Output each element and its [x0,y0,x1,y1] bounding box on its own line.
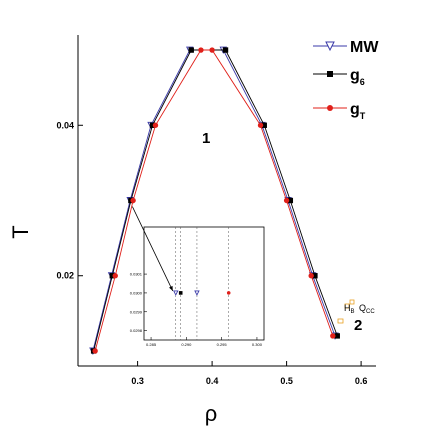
y-tick-label: 0.04 [56,120,74,130]
inset-data-point [226,291,231,295]
x-tick-label: 0.5 [280,376,293,386]
hb-label-sub: B [351,309,355,315]
data-point [209,47,215,53]
data-point [198,47,204,53]
hb-marker [337,299,355,324]
inset-frame [143,226,265,341]
hb-label: HB [344,303,355,315]
x-tick-label: 0.4 [206,376,219,386]
qcc-label-sub: CC [366,309,375,315]
inset-x-tick-label: 0.295 [217,342,228,347]
data-point [312,273,318,279]
inset-x-tick-label: 0.285 [146,342,157,347]
inset-pointer-line [132,206,174,292]
legend-label-gt: gT [350,101,366,121]
inset-data-point [173,290,179,296]
data-point [283,197,290,204]
legend-label-g6: g6 [350,67,365,87]
x-axis-label: ρ [205,401,218,426]
y-tick-label: 0.02 [56,271,74,281]
legend-label-gt-sub: T [360,111,366,121]
legend: MW g6 gT [313,39,379,121]
x-tick-label: 0.3 [131,376,144,386]
data-point [149,122,156,128]
legend-entry-mw: MW [313,39,379,56]
inset-y-tick-label: 0.0301 [130,272,143,277]
data-point [130,197,136,204]
series-2 [92,47,336,354]
data-point [152,122,159,128]
inset-plot: 0.0298 0.0299 0.0300 0.0301 0.285 0.290 0.295 0… [130,206,265,347]
inset-data-point [194,290,200,296]
y-axis-label: T [8,225,33,238]
plot-frame [77,35,376,367]
y-axis-ticks: 0.02 0.04 [56,120,83,281]
series-layer [89,46,340,355]
series-line [94,49,334,352]
inset-y-tick-label: 0.0299 [130,309,143,314]
data-point [257,122,264,128]
data-point [109,273,115,279]
data-point [287,197,294,204]
data-point [92,348,98,354]
data-point [188,47,194,53]
inset-x-tick-label: 0.290 [181,342,192,347]
x-axis-ticks: 0.3 0.4 0.5 0.6 [131,361,367,386]
legend-label-mw: MW [350,39,379,56]
qcc-label: QCC [359,303,375,315]
legend-entry-g6: g6 [313,67,365,87]
legend-label-g6-sub: 6 [360,77,365,87]
annotation-region-1: 1 [202,130,210,147]
inset-y-tick-label: 0.0298 [130,328,143,333]
data-point [308,273,314,279]
inset-data-point [178,291,183,295]
inset-y-tick-label: 0.0300 [130,290,143,295]
data-point [112,273,118,279]
x-tick-label: 0.6 [355,376,368,386]
inset-pointer-arrowhead [169,285,173,291]
hb-label-main: H [344,303,351,313]
annotation-region-2: 2 [354,317,362,334]
legend-entry-gt: gT [313,101,366,121]
legend-label-g6-main: g [350,67,360,84]
legend-label-gt-main: g [350,101,360,118]
inset-x-tick-label: 0.300 [252,342,263,347]
data-point [261,122,267,128]
data-point [330,333,336,339]
qcc-label-main: Q [359,303,366,313]
data-point [334,333,340,339]
data-point [222,47,229,53]
